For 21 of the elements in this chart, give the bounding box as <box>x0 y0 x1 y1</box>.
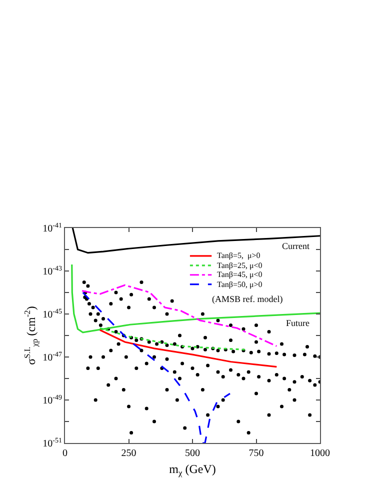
y-tick-label: 10$^{-43}$ <box>42 264 62 278</box>
y-tick-label: 10$^{-41}$ <box>42 221 62 234</box>
annotation: Current <box>282 241 310 251</box>
line-series <box>72 228 320 254</box>
x-tick-label: 250 <box>121 448 136 459</box>
annotation: (AMSB ref. model) <box>212 294 283 304</box>
legend-label: Tanβ=5, μ>0 <box>217 251 260 260</box>
x-tick-label: 500 <box>185 448 200 459</box>
x-tick-label: 0 <box>62 448 68 459</box>
y-tick-label: 10$^{-51}$ <box>42 436 62 450</box>
y-tick-label: 10$^{-45}$ <box>42 307 62 320</box>
x-axis-title: m$_{χ}$ (GeV) <box>169 462 216 478</box>
legend-label: Tanβ=45, μ<0 <box>217 270 262 279</box>
y-tick-label: 10$^{-49}$ <box>42 393 62 406</box>
line-series <box>99 329 278 368</box>
legend-label: Tanβ=25, μ<0 <box>217 261 262 270</box>
x-tick-label: 1000 <box>310 448 330 459</box>
x-tick-label: 750 <box>248 448 264 459</box>
y-tick-label: 10$^{-47}$ <box>42 350 62 364</box>
legend-label: Tanβ=50, μ>0 <box>217 280 262 289</box>
annotation: Future <box>286 318 310 328</box>
